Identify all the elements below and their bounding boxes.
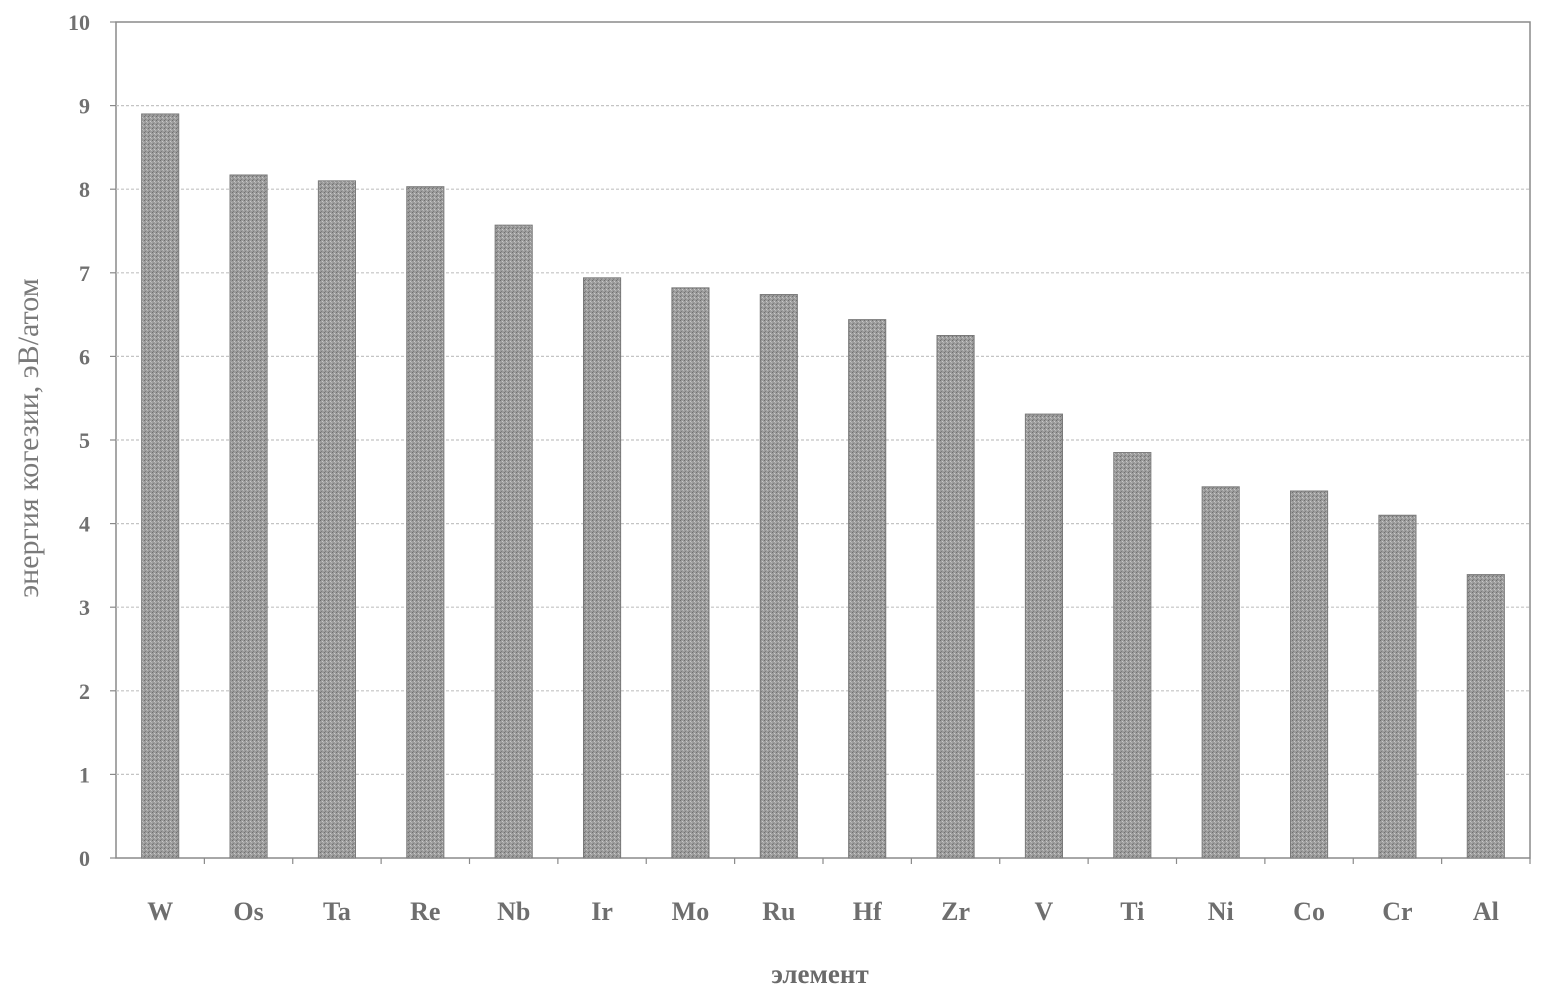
y-tick-label: 7 [79, 261, 90, 286]
bar-Hf [849, 320, 886, 858]
x-tick-label: Os [233, 897, 263, 926]
bar-Os [230, 175, 267, 858]
x-tick-label: W [147, 897, 173, 926]
bar-Ru [760, 295, 797, 858]
x-tick-label: Zr [941, 897, 970, 926]
y-tick-label: 3 [79, 595, 90, 620]
y-tick-label: 5 [79, 428, 90, 453]
bar-Al [1467, 575, 1504, 858]
y-tick-label: 2 [79, 679, 90, 704]
bar-Nb [495, 225, 532, 858]
y-tick-label: 4 [79, 512, 90, 537]
x-tick-label: V [1035, 897, 1054, 926]
bar-Cr [1379, 515, 1416, 858]
x-tick-label: Re [410, 897, 440, 926]
bar-series [142, 114, 1505, 858]
y-tick-label: 9 [79, 94, 90, 119]
x-tick-label: Ni [1208, 897, 1234, 926]
bar-Ir [584, 278, 621, 858]
y-axis-ticks: 0 1 2 3 4 5 6 7 8 9 10 [68, 10, 116, 871]
x-axis-title: элемент [771, 959, 869, 989]
bar-W [142, 114, 179, 858]
x-tick-label: Nb [497, 897, 530, 926]
y-tick-label: 6 [79, 344, 90, 369]
x-tick-label: Al [1473, 897, 1499, 926]
x-tick-label: Hf [853, 897, 882, 926]
x-tick-label: Cr [1382, 897, 1412, 926]
bar-Ti [1114, 453, 1151, 858]
bar-Ni [1202, 487, 1239, 858]
y-tick-label: 8 [79, 177, 90, 202]
bar-V [1025, 414, 1062, 858]
x-tick-label: Mo [672, 897, 710, 926]
bar-Zr [937, 336, 974, 859]
x-axis-ticks: W Os Ta Re Nb Ir Mo Ru Hf Zr V Ti Ni Co Cr Al [147, 858, 1530, 926]
y-axis-title: энергия когезии, эВ/атом [12, 278, 45, 597]
x-tick-label: Ti [1120, 897, 1144, 926]
bar-Re [407, 187, 444, 858]
bar-Ta [318, 181, 355, 858]
bar-Mo [672, 288, 709, 858]
y-tick-label: 10 [68, 10, 90, 35]
x-tick-label: Ru [762, 897, 795, 926]
y-tick-label: 0 [79, 846, 90, 871]
y-tick-label: 1 [79, 762, 90, 787]
x-tick-label: Co [1293, 897, 1325, 926]
bar-Co [1291, 491, 1328, 858]
x-tick-label: Ir [591, 897, 613, 926]
x-tick-label: Ta [323, 897, 351, 926]
